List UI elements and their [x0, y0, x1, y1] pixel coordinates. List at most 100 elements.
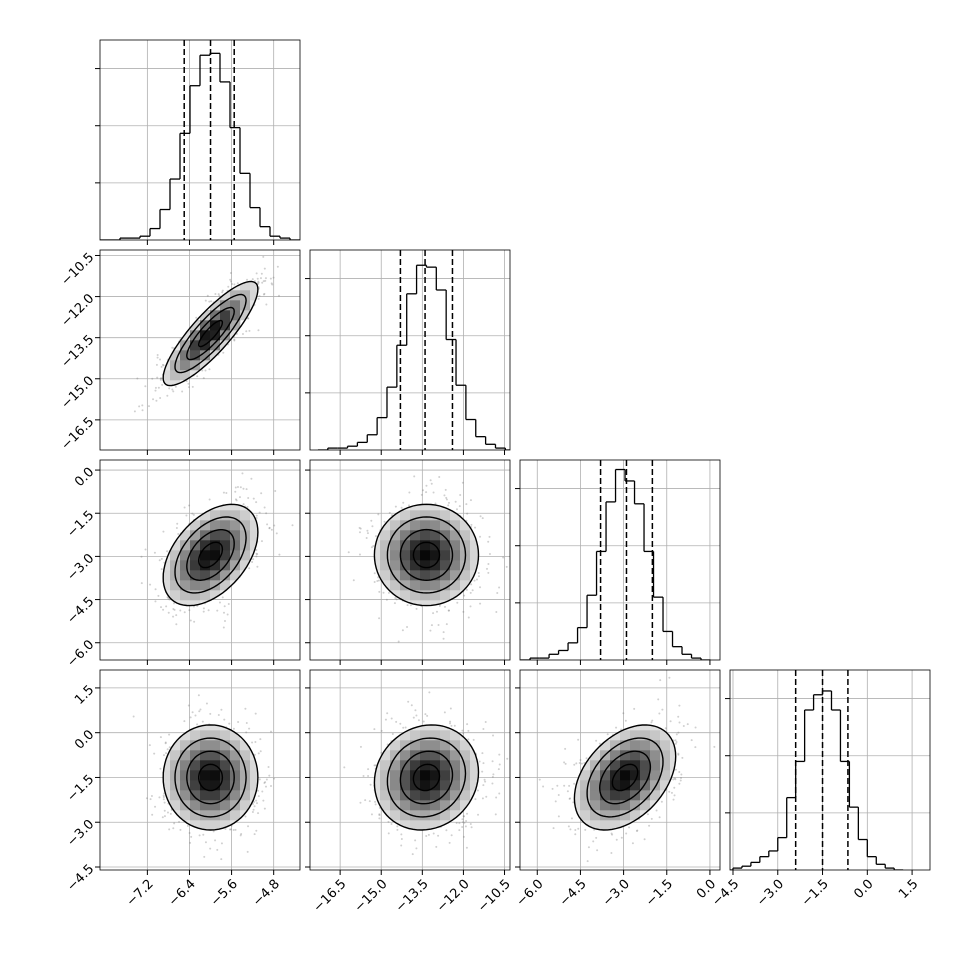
sample-point: [378, 817, 380, 819]
sample-point: [415, 714, 417, 716]
sample-point: [157, 357, 159, 359]
density-cell: [200, 830, 210, 840]
sample-point: [265, 277, 267, 279]
sample-point: [391, 717, 393, 719]
density-cell: [200, 580, 210, 590]
sample-point: [450, 725, 452, 727]
sample-point: [268, 775, 270, 777]
sample-point: [183, 720, 185, 722]
sample-point: [364, 799, 366, 801]
sample-point: [173, 602, 175, 604]
sample-point: [431, 624, 433, 626]
panel: [305, 250, 515, 455]
density-cell: [380, 570, 390, 580]
density-cell: [390, 540, 400, 550]
sample-point: [456, 508, 458, 510]
sample-point: [235, 486, 237, 488]
sample-point: [257, 812, 259, 814]
sample-point: [162, 609, 164, 611]
sample-point: [443, 631, 445, 633]
sample-point: [256, 515, 258, 517]
sample-point: [400, 845, 402, 847]
sample-point: [378, 813, 380, 815]
sample-point: [485, 721, 487, 723]
sample-point: [155, 387, 157, 389]
sample-point: [172, 390, 174, 392]
sample-point: [467, 730, 469, 732]
x-tick-label: −7.2: [124, 877, 157, 910]
sample-point: [256, 553, 258, 555]
density-cell: [220, 510, 230, 520]
sample-point: [498, 754, 500, 756]
sample-point: [193, 621, 195, 623]
density-cell: [470, 560, 480, 570]
sample-point: [449, 721, 451, 723]
sample-point: [171, 388, 173, 390]
density-cell: [180, 790, 190, 800]
sample-point: [396, 829, 398, 831]
x-tick-label: −4.8: [250, 877, 283, 910]
sample-point: [274, 248, 276, 250]
density-cell: [430, 580, 440, 590]
sample-point: [264, 268, 266, 270]
sample-point: [242, 333, 244, 335]
sample-point: [202, 721, 204, 723]
sample-point: [134, 410, 136, 412]
sample-point: [367, 768, 369, 770]
panel: −7.2−6.4−5.6−4.8−4.5−3.0−1.50.01.5: [64, 670, 300, 910]
sample-point: [144, 385, 146, 387]
sample-point: [348, 551, 350, 553]
sample-point: [203, 377, 205, 379]
sample-point: [436, 611, 438, 613]
density-cell: [400, 550, 410, 560]
sample-point: [411, 704, 413, 706]
density-cell: [220, 800, 230, 810]
density-cell: [200, 790, 210, 800]
sample-point: [273, 277, 275, 279]
sample-point: [481, 752, 483, 754]
sample-point: [388, 832, 390, 834]
sample-point: [402, 502, 404, 504]
sample-point: [216, 610, 218, 612]
sample-point: [170, 813, 172, 815]
sample-point: [384, 521, 386, 523]
sample-point: [257, 278, 259, 280]
sample-point: [216, 849, 218, 851]
sample-point: [268, 766, 270, 768]
sample-point: [157, 595, 159, 597]
sample-point: [291, 524, 293, 526]
sample-point: [428, 691, 430, 693]
sample-point: [161, 558, 163, 560]
density-cell: [190, 570, 200, 580]
sample-point: [254, 741, 256, 743]
sample-point: [176, 523, 178, 525]
sample-point: [374, 801, 376, 803]
y-tick-label: −10.5: [59, 250, 98, 289]
sample-point: [198, 710, 200, 712]
sample-point: [233, 728, 235, 730]
sample-point: [432, 612, 434, 614]
sample-point: [207, 295, 209, 297]
sample-point: [487, 563, 489, 565]
sample-point: [202, 834, 204, 836]
sample-point: [388, 592, 390, 594]
sample-point: [462, 611, 464, 613]
panel: [305, 460, 512, 665]
sample-point: [466, 513, 468, 515]
sample-point: [252, 278, 254, 280]
sample-point: [178, 821, 180, 823]
sample-point: [259, 295, 261, 297]
sample-point: [164, 815, 166, 817]
density-cell: [210, 520, 220, 530]
sample-point: [473, 739, 475, 741]
sample-point: [164, 802, 166, 804]
sample-point: [255, 800, 257, 802]
sample-point: [423, 720, 425, 722]
sample-point: [484, 779, 486, 781]
sample-point: [195, 317, 197, 319]
sample-point: [165, 605, 167, 607]
sample-point: [278, 554, 280, 556]
sample-point: [179, 829, 181, 831]
density-cell: [380, 550, 390, 560]
density-cell: [460, 510, 470, 520]
